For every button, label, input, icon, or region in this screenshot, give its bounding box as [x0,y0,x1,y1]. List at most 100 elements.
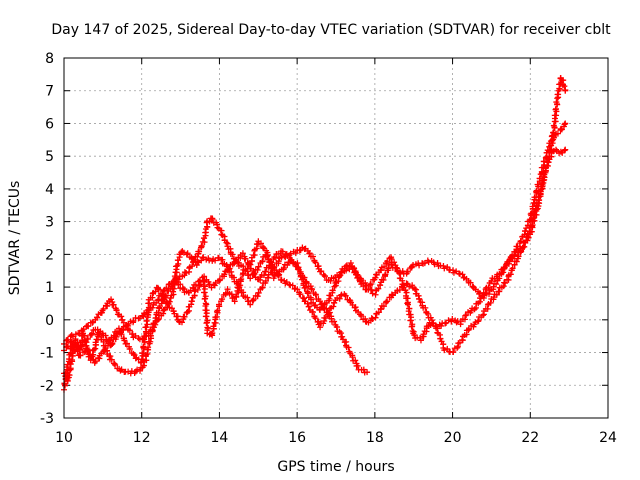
data-point [179,285,186,292]
data-point [198,242,205,249]
data-point [549,132,556,139]
data-point [339,333,346,340]
data-point [507,253,514,260]
y-tick-label: 8 [45,51,54,67]
data-point [441,265,448,272]
data-point [378,306,385,313]
data-point [396,269,403,276]
data-point [292,250,299,257]
x-tick-label: 18 [366,430,384,446]
y-tick-label: 5 [45,149,54,165]
data-point [404,300,411,307]
data-point [201,277,208,284]
data-point [134,366,141,373]
data-point [206,218,213,225]
data-point [100,305,107,312]
data-point [68,332,75,339]
data-point [454,344,461,351]
data-point [561,147,568,154]
x-tick-label: 16 [288,430,306,446]
data-point [88,330,95,337]
data-point [375,309,382,316]
y-tick-label: 7 [45,84,54,100]
data-point [354,362,361,369]
data-point [517,237,524,244]
y-tick-label: -2 [40,378,54,394]
data-point [189,263,196,270]
data-point [422,304,429,311]
data-point [121,337,128,344]
data-point [85,323,92,330]
data-point [184,308,191,315]
data-point [194,253,201,260]
data-point [553,99,560,106]
data-point [214,307,221,314]
data-point [108,356,115,363]
data-point [254,293,261,300]
data-point [312,315,319,322]
data-point [194,286,201,293]
data-point [244,265,251,272]
data-point [217,276,224,283]
data-point [550,122,557,129]
data-point [552,118,559,125]
data-point [118,331,125,338]
data-point [275,258,282,265]
data-point [118,366,125,373]
data-point [171,310,178,317]
data-point [367,280,374,287]
x-tick-label: 10 [55,430,73,446]
data-point [501,264,508,271]
data-point [257,240,264,247]
data-point [115,325,122,332]
data-point [165,300,172,307]
data-point [143,317,150,324]
data-point [280,265,287,272]
data-point [535,181,542,188]
data-point [279,248,286,255]
y-tick-label: -3 [40,411,54,427]
data-point [140,350,147,357]
data-point [552,105,559,112]
data-point [528,210,535,217]
y-axis-label: SDTVAR / TECUs [7,181,23,296]
data-point [183,251,190,258]
data-point [529,203,536,210]
plot-frame [63,57,609,419]
data-point [170,285,177,292]
data-point [154,297,161,304]
data-point [94,314,101,321]
data-point [230,274,237,281]
x-tick-label: 12 [133,430,151,446]
data-point [476,290,483,297]
data-point [320,304,327,311]
data-point [466,325,473,332]
data-point [349,354,356,361]
data-point [417,337,424,344]
data-point [388,291,395,298]
data-point [237,282,244,289]
data-point [305,303,312,310]
data-point [493,281,500,288]
data-point [297,291,304,298]
data-point [507,271,514,278]
data-point [533,187,540,194]
data-point [209,216,216,223]
data-point [173,274,180,281]
data-point [239,250,246,257]
data-point [522,228,529,235]
data-point [488,278,495,285]
data-point [329,287,336,294]
data-point [163,292,170,299]
data-point [266,258,273,265]
x-axis-label: GPS time / hours [277,459,394,475]
data-point [509,252,516,259]
data-point [358,312,365,319]
data-point [420,331,427,338]
data-point [273,267,280,274]
data-point [231,298,238,305]
data-point [237,276,244,283]
data-point [365,286,372,293]
data-point [302,284,309,291]
data-point [306,250,313,257]
